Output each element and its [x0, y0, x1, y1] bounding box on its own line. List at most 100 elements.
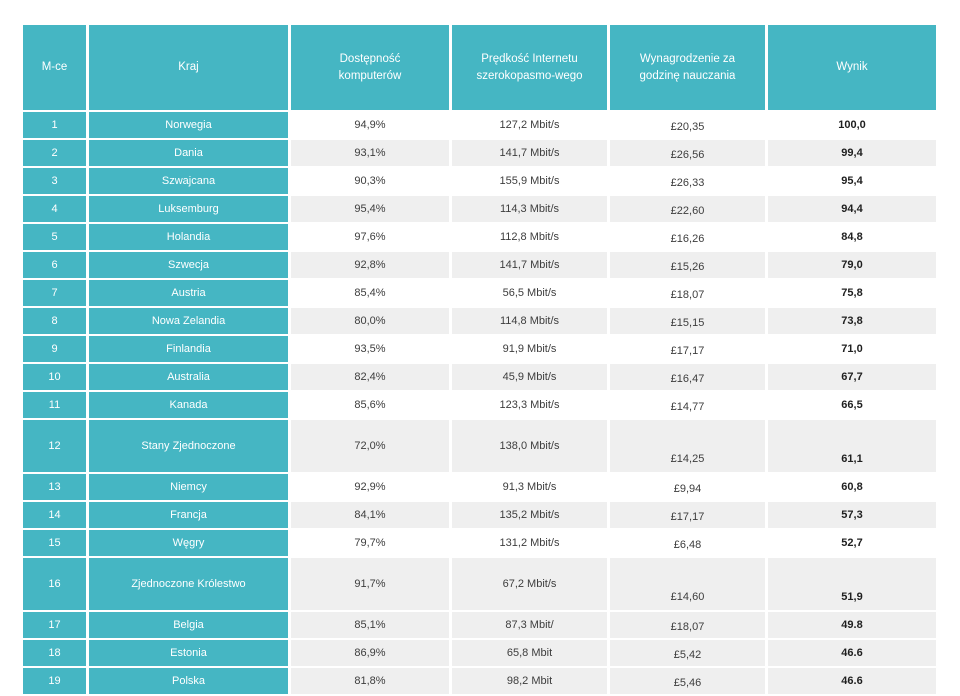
score-cell: 94,4: [768, 196, 936, 222]
computers-cell: 82,4%: [291, 364, 449, 390]
wage-cell: £18,07: [610, 612, 765, 638]
country-cell: Węgry: [89, 530, 288, 556]
rank-cell: 18: [23, 640, 86, 666]
table-row: 9 Finlandia 93,5% 91,9 Mbit/s £17,17 71,…: [23, 336, 939, 362]
score-cell: 51,9: [768, 558, 936, 610]
country-cell: Holandia: [89, 224, 288, 250]
rank-cell: 13: [23, 474, 86, 500]
wage-cell: £17,17: [610, 502, 765, 528]
country-cell: Kanada: [89, 392, 288, 418]
table-row: 13 Niemcy 92,9% 91,3 Mbit/s £9,94 60,8: [23, 474, 939, 500]
rank-cell: 16: [23, 558, 86, 610]
wage-cell: £22,60: [610, 196, 765, 222]
table-row: 14 Francja 84,1% 135,2 Mbit/s £17,17 57,…: [23, 502, 939, 528]
rank-cell: 15: [23, 530, 86, 556]
rank-cell: 14: [23, 502, 86, 528]
table-row: 4 Luksemburg 95,4% 114,3 Mbit/s £22,60 9…: [23, 196, 939, 222]
wage-cell: £20,35: [610, 112, 765, 138]
speed-cell: 87,3 Mbit/: [452, 612, 607, 638]
speed-cell: 123,3 Mbit/s: [452, 392, 607, 418]
header-speed: Prędkość Internetu szerokopasmo-wego: [452, 25, 607, 110]
country-cell: Belgia: [89, 612, 288, 638]
computers-cell: 93,1%: [291, 140, 449, 166]
country-ranking-table: M-ce Kraj Dostępność komputerów Prędkość In…: [23, 25, 939, 694]
rank-cell: 7: [23, 280, 86, 306]
wage-cell: £16,47: [610, 364, 765, 390]
wage-cell: £14,25: [610, 420, 765, 472]
computers-cell: 91,7%: [291, 558, 449, 610]
speed-cell: 155,9 Mbit/s: [452, 168, 607, 194]
table-row: 1 Norwegia 94,9% 127,2 Mbit/s £20,35 100…: [23, 112, 939, 138]
country-cell: Szwajcana: [89, 168, 288, 194]
wage-cell: £14,77: [610, 392, 765, 418]
country-cell: Dania: [89, 140, 288, 166]
table-row: 3 Szwajcana 90,3% 155,9 Mbit/s £26,33 95…: [23, 168, 939, 194]
score-cell: 46.6: [768, 640, 936, 666]
wage-cell: £6,48: [610, 530, 765, 556]
computers-cell: 90,3%: [291, 168, 449, 194]
rank-cell: 1: [23, 112, 86, 138]
table-header-row: M-ce Kraj Dostępność komputerów Prędkość In…: [23, 25, 939, 110]
speed-cell: 141,7 Mbit/s: [452, 252, 607, 278]
score-cell: 79,0: [768, 252, 936, 278]
rank-cell: 17: [23, 612, 86, 638]
table-row: 17 Belgia 85,1% 87,3 Mbit/ £18,07 49.8: [23, 612, 939, 638]
wage-cell: £15,15: [610, 308, 765, 334]
header-country: Kraj: [89, 25, 288, 110]
speed-cell: 127,2 Mbit/s: [452, 112, 607, 138]
computers-cell: 85,1%: [291, 612, 449, 638]
rank-cell: 12: [23, 420, 86, 472]
country-cell: Estonia: [89, 640, 288, 666]
score-cell: 60,8: [768, 474, 936, 500]
wage-cell: £9,94: [610, 474, 765, 500]
computers-cell: 84,1%: [291, 502, 449, 528]
rank-cell: 5: [23, 224, 86, 250]
computers-cell: 72,0%: [291, 420, 449, 472]
computers-cell: 95,4%: [291, 196, 449, 222]
country-cell: Australia: [89, 364, 288, 390]
speed-cell: 141,7 Mbit/s: [452, 140, 607, 166]
computers-cell: 94,9%: [291, 112, 449, 138]
wage-cell: £5,46: [610, 668, 765, 694]
table-row: 8 Nowa Zelandia 80,0% 114,8 Mbit/s £15,1…: [23, 308, 939, 334]
score-cell: 73,8: [768, 308, 936, 334]
rank-cell: 6: [23, 252, 86, 278]
rank-cell: 19: [23, 668, 86, 694]
computers-cell: 81,8%: [291, 668, 449, 694]
score-cell: 49.8: [768, 612, 936, 638]
score-cell: 52,7: [768, 530, 936, 556]
speed-cell: 112,8 Mbit/s: [452, 224, 607, 250]
country-cell: Austria: [89, 280, 288, 306]
table-row: 19 Polska 81,8% 98,2 Mbit £5,46 46.6: [23, 668, 939, 694]
speed-cell: 135,2 Mbit/s: [452, 502, 607, 528]
speed-cell: 65,8 Mbit: [452, 640, 607, 666]
rank-cell: 9: [23, 336, 86, 362]
table-row: 12 Stany Zjednoczone 72,0% 138,0 Mbit/s …: [23, 420, 939, 472]
score-cell: 75,8: [768, 280, 936, 306]
rank-cell: 4: [23, 196, 86, 222]
country-cell: Francja: [89, 502, 288, 528]
computers-cell: 93,5%: [291, 336, 449, 362]
wage-cell: £14,60: [610, 558, 765, 610]
computers-cell: 86,9%: [291, 640, 449, 666]
score-cell: 95,4: [768, 168, 936, 194]
speed-cell: 91,3 Mbit/s: [452, 474, 607, 500]
country-cell: Niemcy: [89, 474, 288, 500]
wage-cell: £16,26: [610, 224, 765, 250]
rank-cell: 10: [23, 364, 86, 390]
header-computers: Dostępność komputerów: [291, 25, 449, 110]
wage-cell: £5,42: [610, 640, 765, 666]
score-cell: 99,4: [768, 140, 936, 166]
score-cell: 84,8: [768, 224, 936, 250]
table-row: 15 Węgry 79,7% 131,2 Mbit/s £6,48 52,7: [23, 530, 939, 556]
score-cell: 67,7: [768, 364, 936, 390]
country-cell: Szwecja: [89, 252, 288, 278]
wage-cell: £17,17: [610, 336, 765, 362]
speed-cell: 67,2 Mbit/s: [452, 558, 607, 610]
computers-cell: 80,0%: [291, 308, 449, 334]
wage-cell: £26,56: [610, 140, 765, 166]
country-cell: Finlandia: [89, 336, 288, 362]
country-cell: Nowa Zelandia: [89, 308, 288, 334]
table-row: 7 Austria 85,4% 56,5 Mbit/s £18,07 75,8: [23, 280, 939, 306]
